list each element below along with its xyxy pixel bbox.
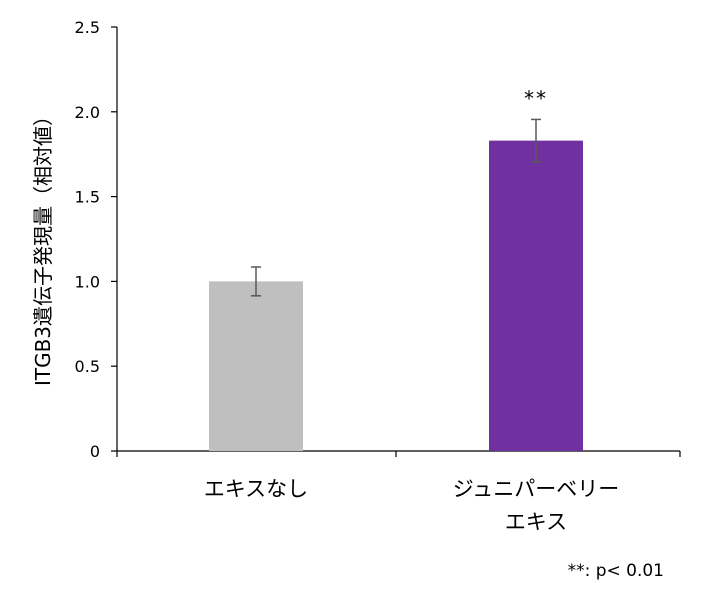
y-tick-label: 0 — [90, 442, 100, 461]
x-category-label: エキス — [505, 510, 567, 534]
y-axis-title: ITGB3遺伝子発現量（相対値） — [31, 106, 55, 386]
y-tick-label: 0.5 — [75, 357, 100, 376]
x-category-label: エキスなし — [204, 477, 308, 501]
y-tick-label: 2.5 — [75, 18, 100, 37]
y-tick-label: 1.0 — [75, 272, 100, 291]
bars — [209, 118, 583, 451]
y-tick-label: 2.0 — [75, 103, 100, 122]
significance-footnote: **: p< 0.01 — [568, 561, 664, 581]
x-category-label: ジュニパーベリー — [453, 477, 620, 501]
y-tick-label: 1.5 — [75, 188, 100, 207]
bar-2 — [489, 140, 583, 451]
bar-1 — [209, 281, 303, 451]
axes — [111, 26, 681, 457]
significance-marker: ** — [524, 86, 548, 110]
